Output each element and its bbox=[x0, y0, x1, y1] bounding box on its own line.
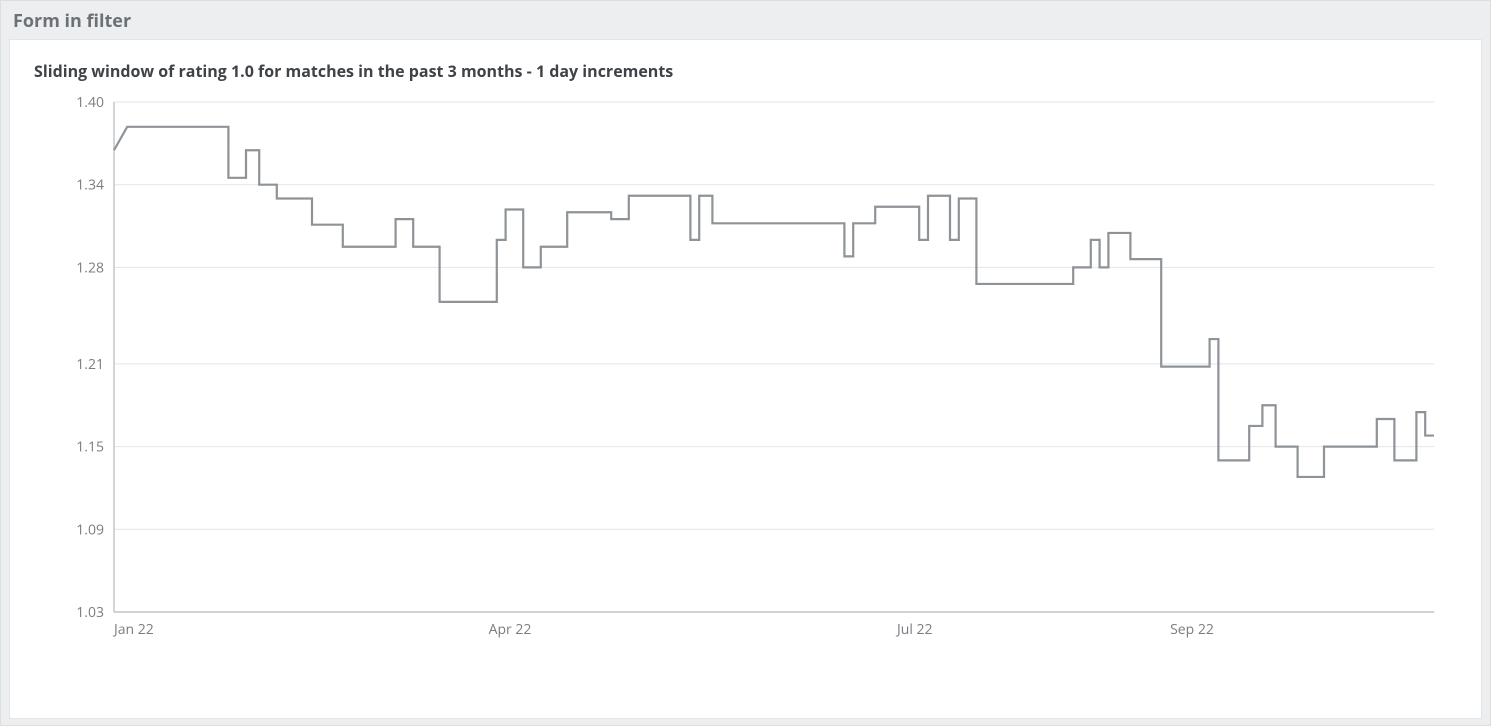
y-tick-label: 1.40 bbox=[76, 93, 104, 112]
panel-header: Form in filter bbox=[1, 1, 1490, 39]
y-tick-label: 1.03 bbox=[76, 603, 104, 622]
form-filter-panel: Form in filter Sliding window of rating … bbox=[0, 0, 1491, 726]
series-rating-1.0 bbox=[114, 127, 1434, 477]
y-tick-label: 1.28 bbox=[76, 258, 104, 277]
rating-line-chart: 1.03 1.09 1.15 1.21 1.28 1.34 1.40 Jan 22 Apr 22… bbox=[34, 82, 1454, 672]
chart-title: Sliding window of rating 1.0 for matches… bbox=[34, 60, 1463, 82]
y-tick-label: 1.09 bbox=[76, 520, 104, 539]
y-tick-label: 1.15 bbox=[76, 438, 104, 457]
x-tick-label: Apr 22 bbox=[489, 620, 532, 639]
y-tick-label: 1.34 bbox=[76, 176, 104, 195]
y-tick-label: 1.21 bbox=[76, 355, 104, 374]
x-tick-label: Jul 22 bbox=[895, 620, 933, 639]
x-tick-label: Sep 22 bbox=[1170, 620, 1214, 639]
x-tick-label: Jan 22 bbox=[112, 620, 154, 639]
panel-body: Sliding window of rating 1.0 for matches… bbox=[9, 39, 1482, 719]
